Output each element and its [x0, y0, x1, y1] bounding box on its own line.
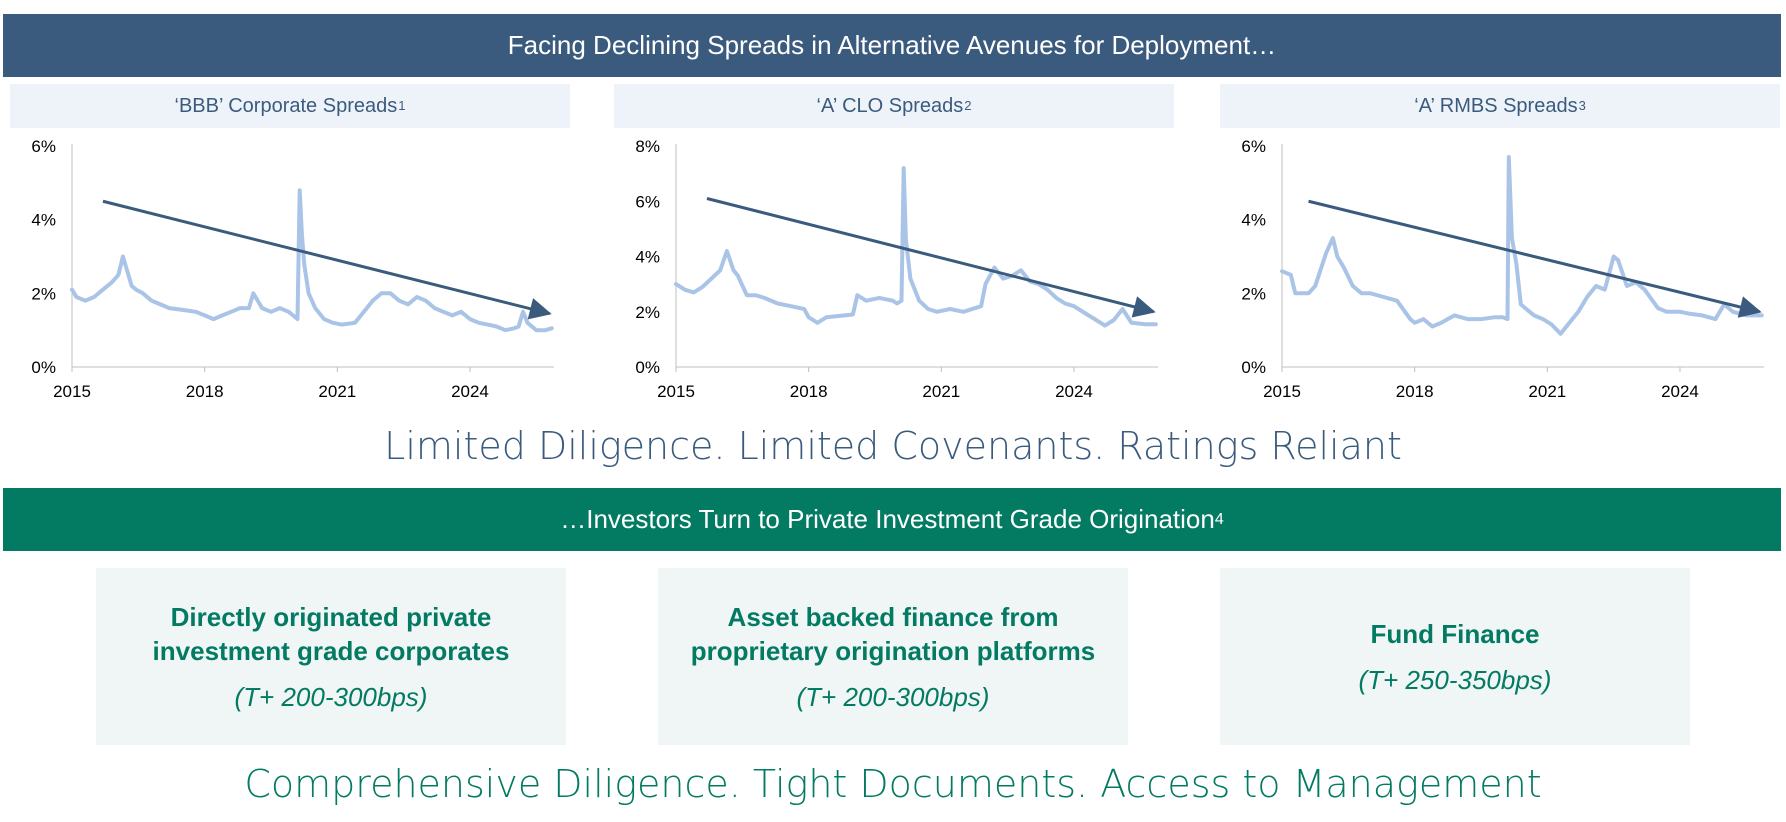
trend-arrow: [102, 199, 552, 320]
y-tick-label: 6%: [1241, 137, 1266, 156]
y-tick-label: 6%: [31, 137, 56, 156]
top-banner-text: Facing Declining Spreads in Alternative …: [507, 30, 1277, 60]
trend-arrow: [706, 197, 1156, 318]
tagline-top: Limited Diligence. Limited Covenants. Ra…: [384, 424, 1402, 468]
card-asset-backed-finance: Asset backed finance from proprietary or…: [658, 568, 1128, 745]
y-tick-label: 4%: [1241, 211, 1266, 230]
series-line: [674, 166, 1158, 328]
x-tick-label: 2018: [186, 382, 224, 401]
y-tick-label: 0%: [1241, 358, 1266, 377]
x-tick-label: 2015: [1263, 382, 1301, 401]
chart-bbb-corporate-spreads: 0% 2% 4% 6% 2015 2018 2021 2024: [31, 137, 554, 401]
card-heading: Asset backed finance from proprietary or…: [690, 602, 1096, 666]
tagline-bottom: Comprehensive Diligence. Tight Documents…: [244, 762, 1542, 806]
y-tick-label: 6%: [635, 192, 660, 211]
chart-a-clo-spreads: 0% 2% 4% 6% 8% 2015 2018 2021 2024: [635, 137, 1158, 401]
chart-title-bbb: ‘BBB’ Corporate Spreads 1: [10, 84, 570, 128]
chart-title-text: ‘BBB’ Corporate Spreads: [174, 94, 398, 117]
y-tick-label: 2%: [635, 303, 660, 322]
series-line: [1280, 155, 1764, 336]
y-tick-label: 8%: [635, 137, 660, 156]
y-tick-label: 4%: [31, 211, 56, 230]
card-heading: Fund Finance: [1370, 619, 1540, 649]
y-tick-label: 4%: [635, 248, 660, 267]
card-spread: (T+ 200-300bps): [796, 682, 990, 712]
chart-title-text: ‘A’ CLO Spreads: [816, 94, 964, 117]
y-tick-label: 0%: [635, 358, 660, 377]
trend-arrow: [1308, 199, 1762, 318]
card-private-ig-corporates: Directly originated private investment g…: [96, 568, 566, 745]
x-tick-label: 2024: [1661, 382, 1699, 401]
x-tick-label: 2015: [657, 382, 695, 401]
y-tick-label: 2%: [1241, 284, 1266, 303]
series-line: [70, 188, 554, 333]
card-spread: (T+ 250-350bps): [1358, 665, 1552, 695]
x-tick-label: 2024: [451, 382, 489, 401]
y-tick-label: 2%: [31, 284, 56, 303]
chart-title-rmbs: ‘A’ RMBS Spreads 3: [1220, 84, 1780, 128]
x-tick-label: 2021: [1528, 382, 1566, 401]
card-spread: (T+ 200-300bps): [234, 682, 428, 712]
chart-title-text: ‘A’ RMBS Spreads: [1414, 94, 1578, 117]
x-tick-label: 2021: [318, 382, 356, 401]
x-tick-label: 2018: [790, 382, 828, 401]
x-tick-label: 2015: [53, 382, 91, 401]
chart-title-clo: ‘A’ CLO Spreads 2: [614, 84, 1174, 128]
x-tick-label: 2018: [1396, 382, 1434, 401]
mid-banner: …Investors Turn to Private Investment Gr…: [3, 488, 1781, 551]
mid-banner-text: …Investors Turn to Private Investment Gr…: [560, 504, 1215, 534]
chart-a-rmbs-spreads: 0% 2% 4% 6% 2015 2018 2021 2024: [1241, 137, 1764, 401]
y-tick-label: 0%: [31, 358, 56, 377]
card-fund-finance: Fund Finance (T+ 250-350bps): [1220, 568, 1690, 745]
top-banner: Facing Declining Spreads in Alternative …: [3, 14, 1781, 77]
x-tick-label: 2024: [1055, 382, 1093, 401]
x-tick-label: 2021: [922, 382, 960, 401]
card-heading: Directly originated private investment g…: [152, 602, 510, 666]
